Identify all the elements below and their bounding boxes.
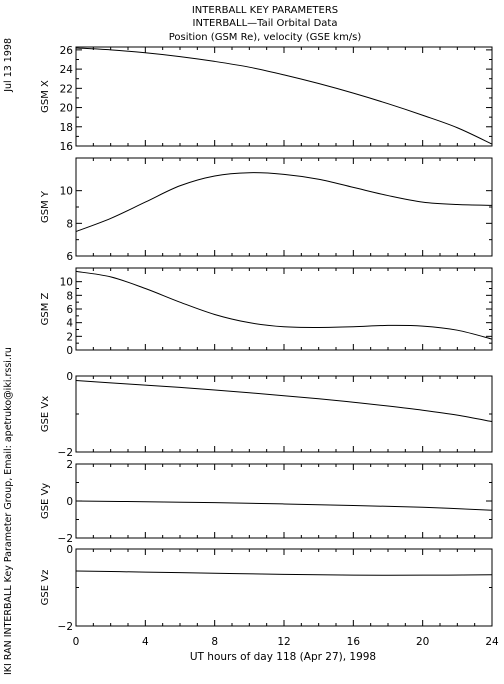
y-axis-label: GSE Vx <box>40 396 51 432</box>
y-tick-label: 2 <box>66 459 73 471</box>
y-tick-label: 0 <box>66 496 73 508</box>
x-tick-label: 0 <box>73 636 80 648</box>
x-tick-label: 8 <box>211 636 218 648</box>
y-tick-label: 10 <box>60 277 73 289</box>
y-tick-label: 2 <box>66 331 73 343</box>
series-line <box>75 570 493 576</box>
series-line <box>75 172 493 232</box>
y-tick-label: −2 <box>58 447 73 459</box>
plot-date: Jul 13 1998 <box>3 38 14 93</box>
plot-frame <box>75 463 493 539</box>
y-axis-label: GSM Z <box>40 292 51 325</box>
y-axis-label: GSE Vz <box>40 570 51 606</box>
plot-frame <box>75 46 493 147</box>
y-tick-label: 0 <box>66 371 73 383</box>
y-axis-label: GSM Y <box>40 190 51 223</box>
y-tick-label: −2 <box>58 533 73 545</box>
y-tick-label: 20 <box>60 103 73 115</box>
plot-frame <box>75 375 493 453</box>
plot-frame <box>75 548 493 627</box>
series-line <box>75 47 493 145</box>
plot-frame <box>75 267 493 351</box>
x-tick-label: 4 <box>142 636 149 648</box>
x-tick-label: 24 <box>485 636 499 648</box>
y-tick-label: −2 <box>58 621 73 633</box>
panel-gsm-x: 16 18 20 22 24 26 GSM X <box>40 45 493 153</box>
y-tick-label: 8 <box>66 218 73 230</box>
y-tick-label: 6 <box>66 251 73 263</box>
panel-gsm-z: 0 24 6 810 GSM Z <box>40 267 493 357</box>
y-tick-label: 8 <box>66 290 73 302</box>
y-tick-label: 18 <box>60 122 73 134</box>
figure-title: INTERBALL KEY PARAMETERS <box>192 5 338 16</box>
plot-frame <box>75 157 493 257</box>
y-axis-label: GSE Vy <box>40 483 51 519</box>
series-line <box>75 380 493 423</box>
panel-gsm-y: 6 8 10 GSM Y <box>40 157 493 263</box>
y-tick-label: 16 <box>60 141 74 153</box>
y-tick-label: 0 <box>66 544 73 556</box>
figure-units: Position (GSM Re), velocity (GSE km/s) <box>169 32 362 43</box>
x-axis-label: UT hours of day 118 (Apr 27), 1998 <box>190 651 376 663</box>
x-tick-label: 12 <box>277 636 290 648</box>
y-tick-label: 10 <box>60 186 73 198</box>
y-tick-label: 22 <box>60 83 73 95</box>
credit-line: IKI RAN INTERBALL Key Parameter Group, E… <box>3 347 14 675</box>
y-tick-label: 0 <box>66 345 73 357</box>
y-tick-label: 6 <box>66 304 73 316</box>
series-line <box>75 270 493 340</box>
x-tick-label: 20 <box>416 636 429 648</box>
y-tick-label: 24 <box>60 64 74 76</box>
figure-subtitle: INTERBALL—Tail Orbital Data <box>193 18 338 29</box>
x-tick-label: 16 <box>347 636 361 648</box>
y-tick-label: 26 <box>60 45 74 57</box>
panel-gse-vy: −2 0 2 GSE Vy <box>40 459 493 545</box>
y-tick-label: 4 <box>66 318 73 330</box>
panel-gse-vx: −2 0 GSE Vx <box>40 371 493 459</box>
y-axis-label: GSM X <box>40 80 51 113</box>
series-line <box>75 500 493 511</box>
